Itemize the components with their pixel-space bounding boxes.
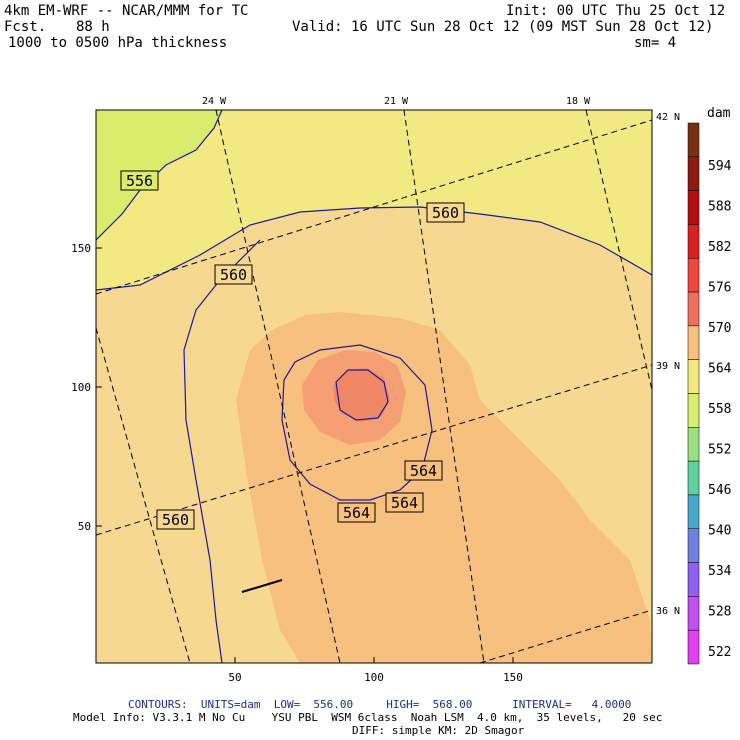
field-name: 1000 to 0500 hPa thickness <box>8 35 228 51</box>
colorbar-swatch <box>687 325 700 360</box>
lon-label: 24 W <box>202 96 227 107</box>
x-tick-label: 50 <box>228 671 241 684</box>
colorbar-swatch <box>687 359 700 394</box>
lon-label: 21 W <box>384 96 409 107</box>
colorbar-level-label: 534 <box>708 564 732 579</box>
filled-contours <box>96 110 652 663</box>
model-title: 4km EM-WRF -- NCAR/MMM for TC <box>4 3 249 19</box>
contours-info: CONTOURS: UNITS=dam LOW= 556.00 HIGH= 56… <box>128 698 632 711</box>
contour-label: 556 <box>126 172 153 190</box>
colorbar-level-label: 540 <box>708 524 731 539</box>
field-552-region <box>96 110 222 240</box>
colorbar-swatch <box>687 494 700 529</box>
wind-vector <box>241 579 283 593</box>
colorbar-swatch <box>687 460 700 496</box>
forecast-label: Fcst. <box>4 19 47 35</box>
contour-560 <box>96 206 652 291</box>
colorbar-swatch <box>687 291 700 327</box>
grid-index-labels: 50 100 150 150 100 50 <box>71 242 523 684</box>
lat-label: 39 N <box>656 361 680 372</box>
model-info: Model Info: V3.3.1 M No Cu YSU PBL WSM 6… <box>73 711 663 724</box>
colorbar-level-label: 576 <box>708 281 731 296</box>
colorbar-swatch <box>687 393 700 428</box>
colorbar-level-label: 594 <box>708 159 732 174</box>
colorbar-level-label: 570 <box>708 321 731 336</box>
colorbar-level-label: 528 <box>708 605 731 620</box>
forecast-hours: 88 h <box>76 19 110 35</box>
lat-label: 42 N <box>656 112 680 123</box>
colorbar-level-label: 552 <box>708 443 731 458</box>
contour-label: 564 <box>410 462 437 480</box>
colorbar-level-label: 588 <box>708 200 731 215</box>
contour-label: 560 <box>220 266 247 284</box>
contour-560-west <box>183 239 261 663</box>
contour-label: 560 <box>432 204 459 222</box>
colorbar-swatch <box>687 562 700 597</box>
contour-label: 564 <box>343 504 370 522</box>
valid-time: Valid: 16 UTC Sun 28 Oct 12 (09 MST Sun … <box>292 19 714 35</box>
init-time: Init: 00 UTC Thu 25 Oct 12 <box>506 3 726 19</box>
colorbar-unit: dam <box>707 106 731 121</box>
colorbar-swatch <box>687 224 700 259</box>
y-tick-label: 150 <box>71 242 91 255</box>
contour-568 <box>335 369 389 421</box>
colorbar-labels: 594 588 582 576 570 564 558 552 546 540 534 528 522 <box>708 159 732 660</box>
contour-label-group: 556 560 560 560 564 564 564 <box>120 170 465 530</box>
colorbar-level-label: 582 <box>708 240 731 255</box>
x-tick-label: 100 <box>364 671 384 684</box>
colorbar <box>687 122 700 665</box>
y-tick-label: 50 <box>78 520 91 533</box>
colorbar-swatch <box>687 122 700 158</box>
colorbar-level-label: 558 <box>708 402 731 417</box>
smoothing-label: sm= 4 <box>634 35 677 51</box>
colorbar-swatch <box>687 596 700 631</box>
y-tick-label: 100 <box>71 381 91 394</box>
colorbar-level-label: 546 <box>708 483 731 498</box>
lon-labels: 24 W 21 W 18 W <box>202 96 591 107</box>
colorbar-swatch <box>687 190 700 225</box>
colorbar-level-label: 522 <box>708 645 731 660</box>
lat-labels: 42 N 39 N 36 N <box>656 112 680 617</box>
lon-label: 18 W <box>566 96 591 107</box>
axis-ticks <box>96 247 514 663</box>
contour-lines <box>96 110 652 663</box>
colorbar-swatch <box>687 629 700 665</box>
colorbar-swatch <box>687 156 700 191</box>
colorbar-swatch <box>687 427 700 462</box>
graticule <box>96 110 652 663</box>
contour-556 <box>96 110 223 241</box>
colorbar-swatch <box>687 528 700 563</box>
colorbar-level-label: 564 <box>708 362 732 377</box>
lat-label: 36 N <box>656 606 680 617</box>
contour-label: 560 <box>162 511 189 529</box>
field-568-region <box>334 368 390 422</box>
diff-info: DIFF: simple KM: 2D Smagor <box>352 724 525 737</box>
contour-label: 564 <box>391 494 418 512</box>
colorbar-swatch <box>687 258 700 293</box>
x-tick-label: 150 <box>503 671 523 684</box>
